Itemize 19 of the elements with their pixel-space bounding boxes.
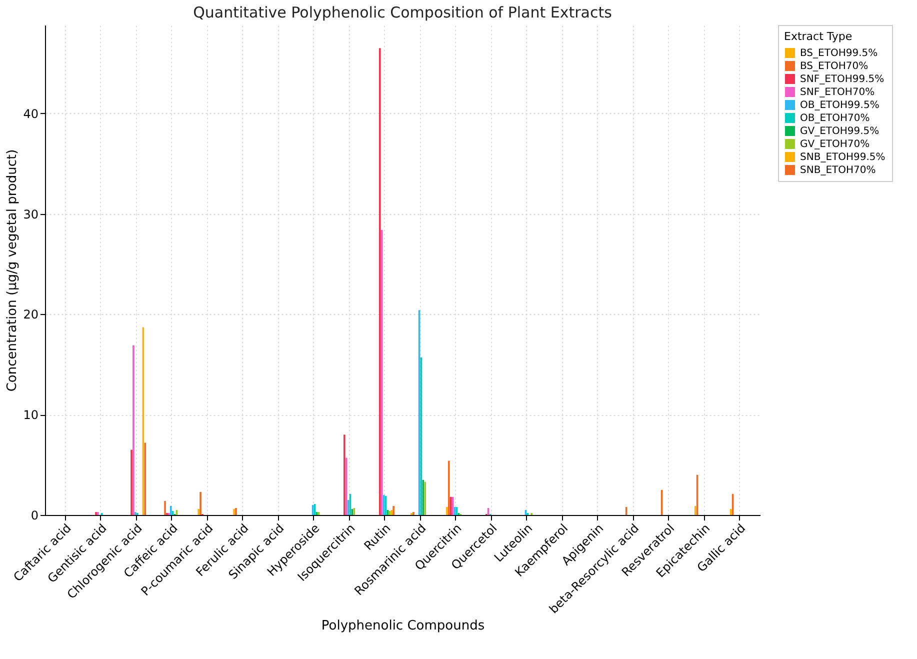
legend-label: SNF_ETOH99.5% <box>800 74 884 85</box>
legend-label: GV_ETOH99.5% <box>800 126 880 137</box>
legend-label: GV_ETOH70% <box>800 139 870 150</box>
legend-label: OB_ETOH70% <box>800 113 870 124</box>
legend-label: SNB_ETOH99.5% <box>800 152 886 163</box>
y-axis-title: Concentration (µg/g vegetal product) <box>5 149 20 392</box>
y-tick-label: 20 <box>23 308 38 322</box>
legend-title: Extract Type <box>784 30 852 43</box>
legend-label: OB_ETOH99.5% <box>800 100 880 111</box>
y-tick-label: 30 <box>23 207 38 222</box>
chart-title: Quantitative Polyphenolic Composition of Plant Extracts <box>193 4 612 22</box>
y-tick-label: 10 <box>23 408 38 422</box>
y-tick-label: 40 <box>23 106 38 121</box>
legend-label: BS_ETOH99.5% <box>800 48 878 59</box>
x-axis-title: Polyphenolic Compounds <box>321 618 485 634</box>
legend-label: BS_ETOH70% <box>800 61 868 72</box>
legend-label: SNF_ETOH70% <box>800 87 875 98</box>
legend-label: SNB_ETOH70% <box>800 165 876 176</box>
y-tick-label: 0 <box>30 508 38 522</box>
